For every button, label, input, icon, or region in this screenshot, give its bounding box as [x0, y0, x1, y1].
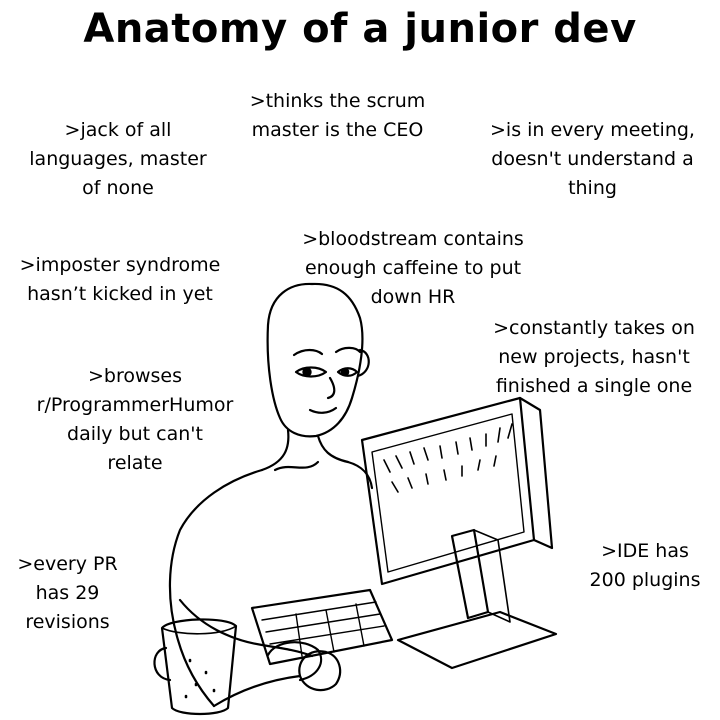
caption-jack-of-all-languages: >jack of all languages, master of none — [29, 119, 207, 199]
meme-title: Anatomy of a junior dev — [83, 6, 637, 52]
nose — [326, 376, 336, 400]
keyboard — [250, 588, 394, 666]
monitor-base — [396, 610, 558, 670]
monitor-bezel — [371, 413, 525, 573]
right-brow — [334, 346, 362, 354]
caption-scrum-master: >thinks the scrum master is the CEO — [249, 90, 426, 141]
ear — [356, 348, 370, 378]
arm — [178, 598, 314, 658]
screen-glare — [383, 423, 513, 493]
mouth — [308, 406, 338, 414]
keyboard-keys — [261, 601, 385, 657]
collar — [273, 460, 320, 472]
body-outline — [168, 468, 264, 708]
left-pupil — [302, 367, 312, 377]
caption-every-meeting: >is in every meeting, doesn't understand… — [490, 119, 695, 199]
mouse — [266, 641, 323, 682]
left-brow — [292, 348, 324, 357]
monitor-side — [518, 396, 554, 550]
right-pupil — [340, 367, 350, 377]
neck — [260, 428, 290, 472]
monitor-stand-back — [473, 529, 511, 623]
neck-right — [316, 434, 350, 464]
caption-programmer-humor: >browses r/ProgrammerHumor daily but can… — [36, 365, 234, 474]
glass-handle — [153, 646, 172, 682]
caption-caffeine: >bloodstream contains enough caffeine to… — [302, 228, 524, 308]
caption-new-projects: >constantly takes on new projects, hasn'… — [493, 317, 695, 397]
glass-dots — [184, 658, 216, 699]
monitor-stand — [450, 528, 490, 620]
forearm — [212, 674, 302, 708]
glass-rim — [161, 625, 237, 635]
caption-pr-revisions: >every PR has 29 revisions — [17, 553, 118, 633]
shoulder-right — [346, 460, 374, 490]
caption-imposter-syndrome: >imposter syndrome hasn’t kicked in yet — [19, 254, 221, 305]
caption-ide-plugins: >IDE has 200 plugins — [589, 540, 701, 591]
head-outline — [266, 282, 364, 438]
monitor-screen — [360, 396, 536, 586]
